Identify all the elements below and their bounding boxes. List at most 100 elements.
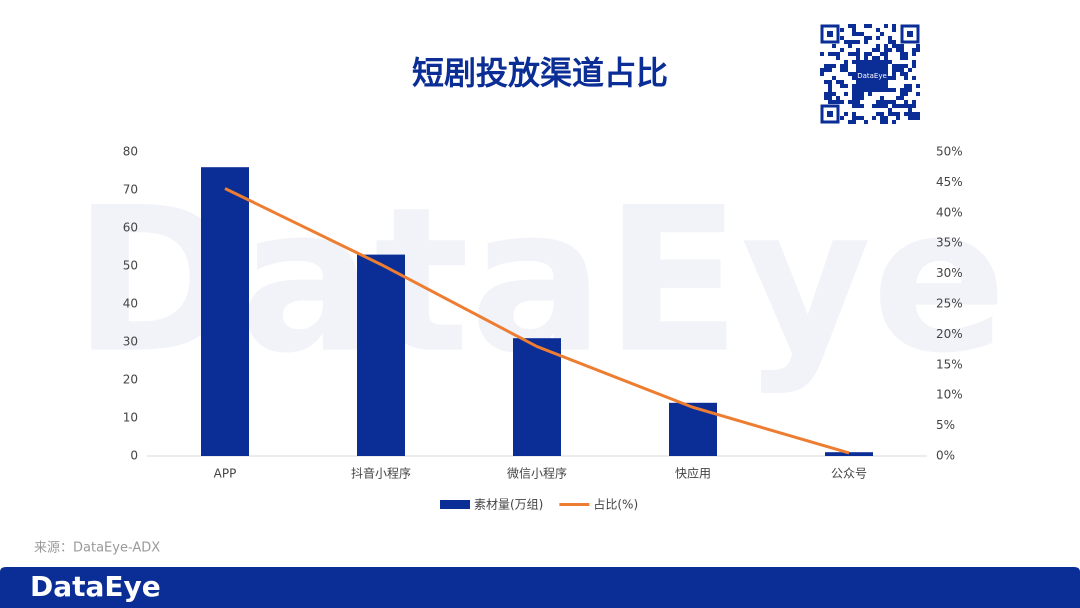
qr-dot: [892, 68, 896, 72]
qr-dot: [884, 120, 888, 124]
bar: [513, 338, 561, 456]
qr-dot: [888, 100, 892, 104]
qr-dot: [848, 44, 852, 48]
qr-dot: [872, 104, 876, 108]
qr-dot: [876, 48, 880, 52]
qr-dot: [852, 116, 856, 120]
qr-dot: [864, 56, 868, 60]
y2-tick-label: 40%: [936, 205, 963, 219]
qr-dot: [860, 104, 864, 108]
qr-dot: [840, 68, 844, 72]
qr-dot: [900, 52, 904, 56]
qr-finder: [820, 24, 840, 44]
qr-dot: [856, 48, 860, 52]
qr-dot: [900, 92, 904, 96]
qr-dot: [880, 120, 884, 124]
qr-dot: [852, 72, 856, 76]
qr-dot: [888, 76, 892, 80]
qr-dot: [852, 96, 856, 100]
y-tick-label: 10: [123, 411, 138, 425]
qr-dot: [884, 52, 888, 56]
qr-dot: [832, 44, 836, 48]
y-tick-label: 30: [123, 335, 138, 349]
qr-dot: [840, 64, 844, 68]
qr-dot: [888, 36, 892, 40]
chart-title: 短剧投放渠道占比: [412, 54, 668, 92]
qr-dot: [852, 104, 856, 108]
y-tick-label: 60: [123, 221, 138, 235]
qr-dot: [900, 48, 904, 52]
x-tick-label: 抖音小程序: [351, 466, 411, 481]
legend-label: 占比(%): [593, 497, 638, 512]
qr-dot: [896, 96, 900, 100]
qr-dot: [872, 116, 876, 120]
qr-dot: [904, 84, 908, 88]
qr-dot: [820, 72, 824, 76]
y2-tick-label: 20%: [936, 327, 963, 341]
qr-dot: [884, 56, 888, 60]
qr-dot: [880, 112, 884, 116]
qr-dot: [852, 112, 856, 116]
qr-dot: [916, 44, 920, 48]
qr-dot: [888, 88, 892, 92]
qr-dot: [892, 28, 896, 32]
qr-dot: [900, 104, 904, 108]
qr-dot: [908, 104, 912, 108]
qr-dot: [840, 100, 844, 104]
qr-dot: [912, 60, 916, 64]
qr-dot: [892, 64, 896, 68]
y2-tick-label: 25%: [936, 297, 963, 311]
legend-label: 素材量(万组): [474, 498, 543, 512]
qr-dot: [908, 116, 912, 120]
qr-dot: [876, 100, 880, 104]
qr-dot: [880, 116, 884, 120]
qr-dot: [868, 24, 872, 28]
qr-dot: [880, 32, 884, 36]
qr-dot: [912, 112, 916, 116]
y2-tick-label: 45%: [936, 175, 963, 189]
qr-dot: [824, 80, 828, 84]
qr-dot: [912, 64, 916, 68]
qr-dot: [852, 76, 856, 80]
y-tick-label: 50: [123, 259, 138, 273]
qr-dot: [828, 92, 832, 96]
qr-dot: [888, 112, 892, 116]
qr-dot: [848, 100, 852, 104]
qr-dot: [880, 96, 884, 100]
qr-dot: [852, 24, 856, 28]
qr-dot: [892, 100, 896, 104]
qr-dot: [856, 40, 860, 44]
qr-dot: [912, 76, 916, 80]
bar: [825, 452, 873, 456]
qr-dot: [876, 36, 880, 40]
qr-dot: [844, 64, 848, 68]
qr-dot: [900, 96, 904, 100]
qr-dot: [840, 84, 844, 88]
qr-finder: [827, 31, 833, 37]
qr-dot: [916, 116, 920, 120]
qr-dot: [820, 52, 824, 56]
qr-dot: [852, 52, 856, 56]
qr-finder: [907, 31, 913, 37]
qr-dot: [824, 68, 828, 72]
qr-dot: [884, 100, 888, 104]
qr-dot: [856, 104, 860, 108]
qr-dot: [876, 104, 880, 108]
qr-dot: [916, 84, 920, 88]
qr-dot: [908, 84, 912, 88]
qr-dot: [832, 76, 836, 80]
qr-dot: [828, 64, 832, 68]
qr-dot: [852, 40, 856, 44]
legend-swatch: [440, 500, 470, 509]
qr-finder: [820, 104, 840, 124]
qr-dot: [824, 64, 828, 68]
qr-dot: [852, 60, 856, 64]
qr-center: [856, 60, 888, 92]
y2-tick-label: 0%: [936, 449, 955, 463]
qr-dot: [856, 56, 860, 60]
qr-dot: [900, 72, 904, 76]
qr-dot: [904, 88, 908, 92]
qr-dot: [828, 68, 832, 72]
qr-dot: [840, 116, 844, 120]
